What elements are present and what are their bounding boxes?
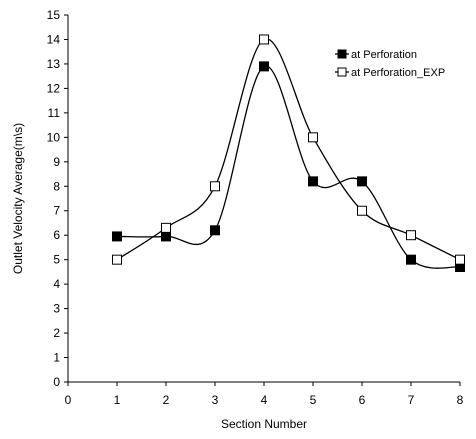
x-tick-label: 4 [261, 393, 268, 407]
data-point [406, 254, 416, 265]
x-tick-label: 7 [408, 393, 415, 407]
data-point [259, 61, 269, 72]
y-tick-label: 15 [47, 8, 61, 22]
y-tick-label: 6 [53, 228, 60, 242]
y-tick-label: 9 [53, 155, 60, 169]
legend: at Perforation at Perforation_EXP [335, 49, 445, 79]
series-layer [112, 34, 465, 273]
y-tick-label: 7 [53, 204, 60, 218]
data-point [161, 222, 171, 233]
y-tick-label: 3 [53, 302, 60, 316]
data-point [210, 225, 220, 236]
x-tick-label: 5 [310, 393, 317, 407]
y-tick-label: 1 [53, 351, 60, 365]
y-tick-label: 11 [48, 106, 61, 120]
legend-label: at Perforation_EXP [351, 67, 445, 79]
y-tick-label: 13 [47, 57, 61, 71]
data-point [406, 230, 416, 241]
legend-label: at Perforation [351, 49, 417, 61]
x-axis-label: Section Number [221, 417, 307, 431]
data-point [308, 132, 318, 143]
data-point [112, 254, 122, 265]
data-point [259, 34, 269, 45]
data-point [455, 254, 465, 265]
y-tick-label: 14 [47, 32, 61, 46]
y-tick-label: 12 [47, 81, 61, 95]
series-2 [112, 34, 465, 265]
x-tick-label: 3 [212, 393, 219, 407]
x-tick-label: 2 [163, 393, 170, 407]
data-point [357, 176, 367, 187]
y-tick-label: 2 [53, 326, 60, 340]
data-point [357, 205, 367, 216]
series-line [116, 65, 461, 269]
y-axis-label: Outlet Velocity Average(m\s) [11, 123, 25, 274]
legend-marker [337, 67, 347, 77]
series-1 [112, 61, 465, 273]
data-point [210, 181, 220, 192]
y-tick-label: 0 [53, 375, 60, 389]
x-tick-label: 8 [457, 393, 464, 407]
x-tick-label: 1 [114, 393, 121, 407]
data-point [161, 231, 171, 242]
x-tick-label: 6 [359, 393, 366, 407]
y-tick-label: 10 [47, 130, 61, 144]
series-line [116, 38, 461, 261]
y-tick-label: 4 [53, 277, 60, 291]
data-point [112, 231, 122, 242]
legend-marker [337, 49, 347, 59]
y-tick-label: 5 [53, 253, 60, 267]
data-point [308, 176, 318, 187]
x-tick-label: 0 [65, 393, 72, 407]
y-tick-label: 8 [53, 179, 60, 193]
